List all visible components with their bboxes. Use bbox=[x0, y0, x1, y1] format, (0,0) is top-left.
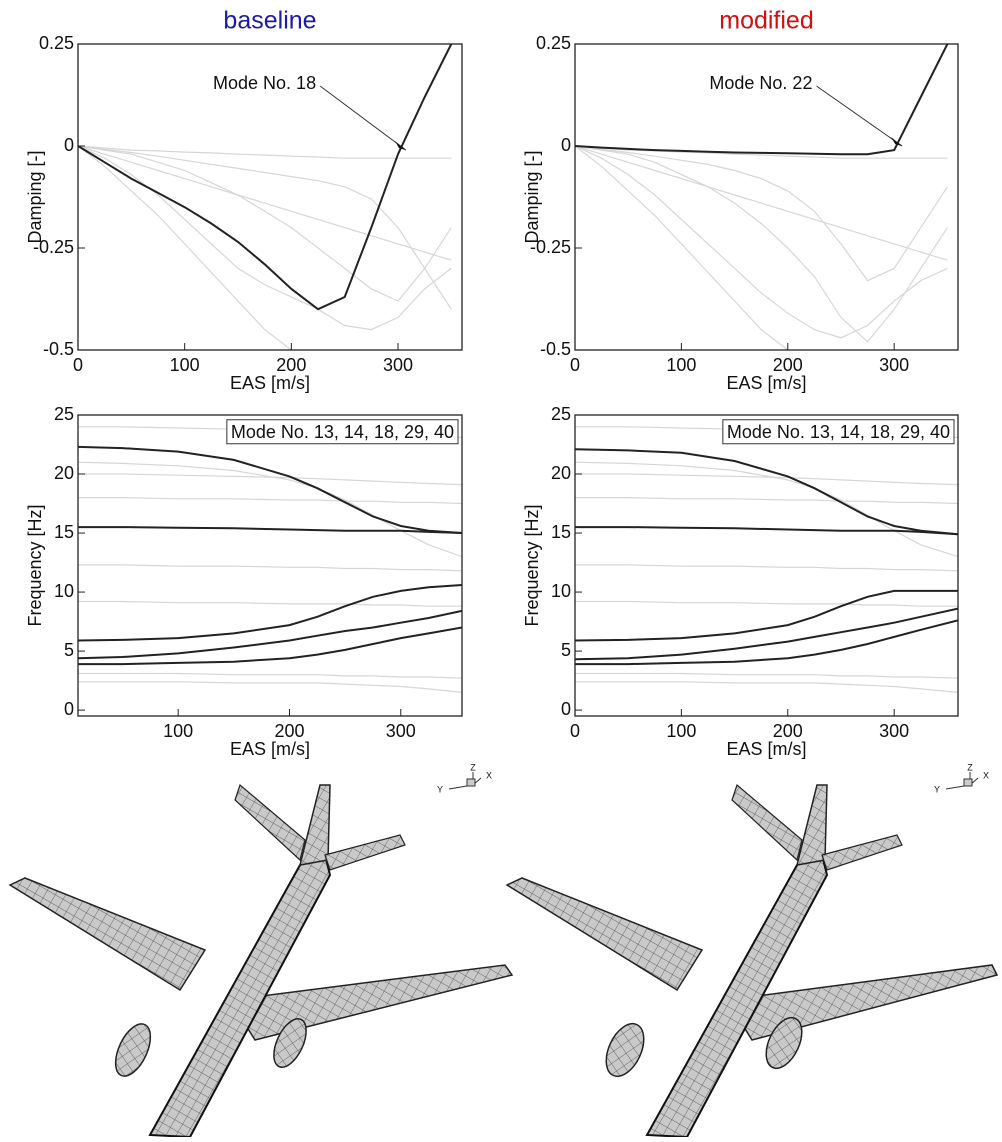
annotation: Mode No. 18 bbox=[213, 73, 316, 93]
x-tick-label: 300 bbox=[386, 721, 416, 741]
mode-line bbox=[78, 682, 462, 693]
mode-line bbox=[78, 146, 451, 330]
y-tick-label: 0.25 bbox=[39, 33, 74, 53]
x-tick-label: 0 bbox=[570, 355, 580, 375]
mode-line bbox=[575, 602, 958, 607]
x-axis-label: EAS [m/s] bbox=[726, 739, 806, 759]
y-axis-label: Frequency [Hz] bbox=[25, 504, 45, 626]
triad-label: X bbox=[486, 770, 492, 780]
y-tick-label: 0 bbox=[561, 699, 571, 719]
y-axis-label: Frequency [Hz] bbox=[522, 504, 542, 626]
mode-line bbox=[78, 585, 462, 641]
mode-line bbox=[575, 565, 958, 571]
mode-line bbox=[78, 565, 462, 571]
x-tick-label: 0 bbox=[73, 355, 83, 375]
mode-line bbox=[575, 146, 947, 260]
mode-line bbox=[575, 462, 958, 556]
y-tick-label: -0.5 bbox=[540, 339, 571, 359]
y-tick-label: 10 bbox=[54, 581, 74, 601]
x-tick-label: 200 bbox=[276, 355, 306, 375]
y-tick-label: 25 bbox=[54, 404, 74, 424]
chart-title: modified bbox=[719, 7, 814, 35]
mode-line bbox=[78, 602, 462, 607]
x-tick-label: 100 bbox=[666, 721, 696, 741]
x-tick-label: 100 bbox=[163, 721, 193, 741]
x-axis-label: EAS [m/s] bbox=[230, 373, 310, 393]
y-tick-label: 10 bbox=[551, 581, 571, 601]
mode-line bbox=[575, 674, 958, 679]
annotation-arrow bbox=[816, 86, 902, 146]
triad-label: Y bbox=[934, 784, 940, 794]
plot-area bbox=[575, 427, 958, 693]
mode-line bbox=[78, 474, 462, 485]
y-tick-label: 25 bbox=[551, 404, 571, 424]
x-tick-label: 100 bbox=[666, 355, 696, 375]
y-tick-label: 5 bbox=[561, 640, 571, 660]
mode-line bbox=[78, 146, 291, 350]
x-axis-label: EAS [m/s] bbox=[726, 373, 806, 393]
annotation: Mode No. 13, 14, 18, 29, 40 bbox=[727, 422, 950, 442]
x-tick-label: 300 bbox=[383, 355, 413, 375]
triad-label: Y bbox=[437, 784, 443, 794]
y-tick-label: 5 bbox=[64, 640, 74, 660]
y-tick-label: 20 bbox=[54, 463, 74, 483]
x-axis-label: EAS [m/s] bbox=[230, 739, 310, 759]
y-tick-label: -0.5 bbox=[43, 339, 74, 359]
y-axis-label: Damping [-] bbox=[25, 150, 45, 243]
aircraft-right bbox=[507, 785, 997, 1137]
mode-line bbox=[575, 591, 958, 641]
annotation-arrow bbox=[320, 86, 406, 150]
mode-line bbox=[575, 146, 947, 281]
y-tick-label: 0.25 bbox=[536, 33, 571, 53]
mode-line bbox=[575, 498, 958, 504]
annotation: Mode No. 13, 14, 18, 29, 40 bbox=[231, 422, 454, 442]
mode-line bbox=[575, 449, 958, 534]
x-tick-label: 200 bbox=[773, 721, 803, 741]
triad-label: X bbox=[983, 770, 989, 780]
x-tick-label: 200 bbox=[773, 355, 803, 375]
annotation: Mode No. 22 bbox=[709, 73, 812, 93]
plot-area bbox=[78, 427, 462, 693]
x-tick-label: 0 bbox=[570, 721, 580, 741]
mode-line bbox=[575, 146, 947, 338]
y-tick-label: 0 bbox=[561, 135, 571, 155]
mode-line bbox=[78, 611, 462, 658]
mode-line bbox=[575, 609, 958, 660]
y-tick-label: 15 bbox=[54, 522, 74, 542]
mode-line bbox=[78, 146, 451, 301]
mode-line bbox=[575, 682, 958, 693]
x-tick-label: 300 bbox=[879, 355, 909, 375]
triad-label: Z bbox=[470, 762, 476, 772]
mode-line bbox=[78, 498, 462, 504]
x-tick-label: 100 bbox=[170, 355, 200, 375]
x-tick-label: 300 bbox=[879, 721, 909, 741]
mode-line bbox=[78, 447, 462, 533]
y-tick-label: 0 bbox=[64, 135, 74, 155]
figure: Z Y X Z Y X 0100200300-0.5-0.2500.25EAS … bbox=[0, 0, 1002, 1137]
mode-line bbox=[575, 527, 958, 534]
mode-line bbox=[78, 146, 451, 158]
chart-title: baseline bbox=[223, 7, 316, 35]
mode-line bbox=[78, 628, 462, 665]
x-tick-label: 200 bbox=[274, 721, 304, 741]
mode-line bbox=[78, 674, 462, 679]
triad-label: Z bbox=[967, 762, 973, 772]
y-tick-label: 20 bbox=[551, 463, 571, 483]
mode-line bbox=[78, 462, 462, 556]
axis-triad bbox=[449, 772, 978, 789]
y-tick-label: 0 bbox=[64, 699, 74, 719]
y-tick-label: 15 bbox=[551, 522, 571, 542]
y-axis-label: Damping [-] bbox=[522, 150, 542, 243]
mode-line bbox=[575, 146, 947, 342]
